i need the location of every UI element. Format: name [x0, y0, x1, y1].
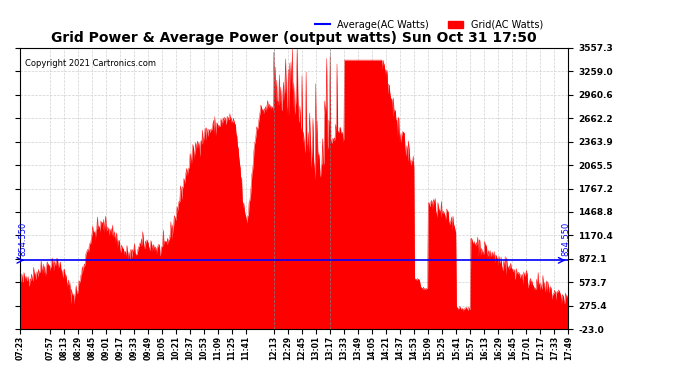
- Legend: Average(AC Watts), Grid(AC Watts): Average(AC Watts), Grid(AC Watts): [311, 16, 547, 34]
- Title: Grid Power & Average Power (output watts) Sun Oct 31 17:50: Grid Power & Average Power (output watts…: [51, 31, 537, 45]
- Text: 854.550: 854.550: [561, 222, 570, 256]
- Text: 854.550: 854.550: [18, 222, 27, 256]
- Text: Copyright 2021 Cartronics.com: Copyright 2021 Cartronics.com: [26, 59, 157, 68]
